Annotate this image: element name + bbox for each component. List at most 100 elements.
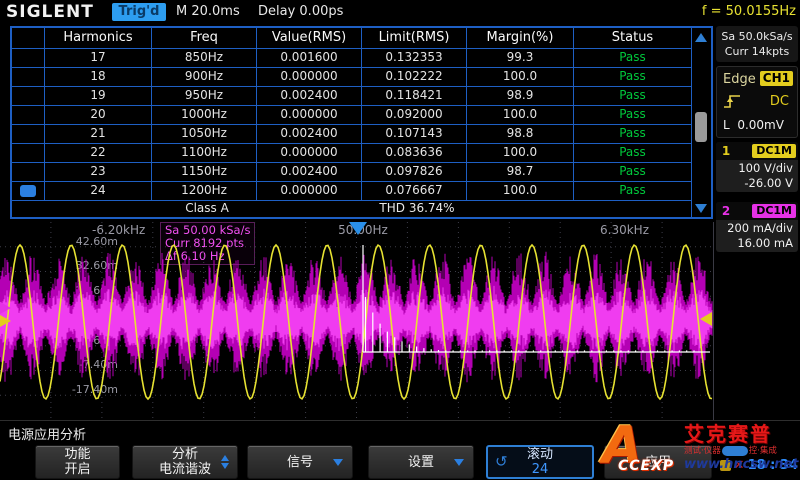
cell-status: Pass [619,88,646,102]
table-row[interactable]: 23 1150Hz 0.002400 0.097826 98.7 Pass [12,162,691,181]
cell-limit: 0.076667 [362,182,467,200]
header-limit: Limit(RMS) [362,28,467,48]
ch2-level-marker-icon[interactable] [0,302,11,314]
channel2-panel[interactable]: 2 DC1M 200 mA/div 16.00 mA [716,202,798,252]
trigger-status-badge: Trig'd [112,3,166,21]
menu-button-analysis[interactable]: 分析 电流谐波 [132,445,238,479]
down-arrow-icon [454,459,464,466]
cell-limit: 0.107143 [362,125,467,143]
class-label: Class A [185,201,229,215]
harmonics-table: Harmonics Freq Value(RMS) Limit(RMS) Mar… [10,26,713,219]
cell-value: 0.001600 [257,49,362,67]
trigger-source-badge: CH1 [759,71,793,86]
amp-label: 42.60m [75,235,118,248]
menu-button-function[interactable]: 功能 开启 [35,445,120,479]
header-freq: Freq [152,28,257,48]
top-status-bar: SIGLENT Trig'd M 20.0ms Delay 0.00ps f =… [0,0,800,24]
cell-limit: 0.118421 [362,87,467,105]
up-down-arrows-icon [221,455,229,469]
table-row[interactable]: 18 900Hz 0.000000 0.102222 100.0 Pass [12,67,691,86]
down-arrow-icon [333,459,343,466]
table-row[interactable]: 20 1000Hz 0.000000 0.092000 100.0 Pass [12,105,691,124]
rising-edge-icon [724,95,740,108]
delay-readout: Delay 0.00ps [258,4,344,19]
cell-harmonic: 17 [45,49,152,67]
cell-harmonic: 20 [45,106,152,124]
trigger-level-value: 0.00mV [737,118,784,132]
cell-freq: 900Hz [152,68,257,86]
fft-sample-rate: Sa 50.00 kSa/s [165,223,251,237]
table-scrollbar[interactable] [691,28,711,217]
menu-button-apply[interactable]: 应用 [604,445,712,479]
channel2-coupling-badge: DC1M [752,204,796,218]
trigger-panel[interactable]: Edge CH1 DC L 0.00mV [716,66,798,138]
cell-status: Pass [619,145,646,159]
cell-margin: 100.0 [467,68,574,86]
cell-harmonic: 19 [45,87,152,105]
amp-label: -17.40m [71,383,118,396]
cell-value: 0.002400 [257,87,362,105]
cell-limit: 0.092000 [362,106,467,124]
cell-margin: 100.0 [467,106,574,124]
table-row[interactable]: 22 1100Hz 0.000000 0.083636 100.0 Pass [12,143,691,162]
cell-freq: 1000Hz [152,106,257,124]
cell-limit: 0.097826 [362,163,467,181]
table-footer: Class A THD 36.74% [12,200,691,217]
cell-value: 0.000000 [257,182,362,200]
cell-margin: 98.9 [467,87,574,105]
cell-freq: 1050Hz [152,125,257,143]
scroll-down-icon[interactable] [695,204,707,213]
cell-freq: 1150Hz [152,163,257,181]
table-row[interactable]: 19 950Hz 0.002400 0.118421 98.9 Pass [12,86,691,105]
cell-harmonic: 22 [45,144,152,162]
fft-freq-right-label: 6.30kHz [600,223,649,237]
menu-button-scroll[interactable]: ↺ 滚动 24 [486,445,594,479]
channel2-number: 2 [721,204,731,218]
cell-limit: 0.083636 [362,144,467,162]
channel2-scale: 200 mA/div [727,221,793,235]
cell-value: 0.002400 [257,163,362,181]
cell-limit: 0.132353 [362,49,467,67]
cell-status: Pass [619,126,646,140]
cell-margin: 100.0 [467,144,574,162]
channel2-offset: 16.00 mA [737,236,793,250]
cell-limit: 0.102222 [362,68,467,86]
cell-freq: 1100Hz [152,144,257,162]
table-row[interactable]: 21 1050Hz 0.002400 0.107143 98.8 Pass [12,124,691,143]
channel1-offset: -26.00 V [744,176,793,190]
header-harmonics: Harmonics [45,28,152,48]
channel1-panel[interactable]: 1 DC1M 100 V/div -26.00 V [716,142,798,192]
acquisition-panel[interactable]: Sa 50.0kSa/s Curr 14kpts [716,26,798,62]
fft-freq-left-label: -6.20kHz [92,223,146,237]
channel1-scale: 100 V/div [738,161,793,175]
trigger-position-icon[interactable] [349,222,367,235]
cell-margin: 99.3 [467,49,574,67]
cell-harmonic: 18 [45,68,152,86]
clock-time: 18 : 34 [747,458,798,473]
trigger-coupling: DC [769,94,789,109]
ch1-level-marker-icon[interactable] [0,315,11,327]
cell-status: Pass [619,107,646,121]
cell-margin: 100.0 [467,182,574,200]
cell-harmonic: 23 [45,163,152,181]
cell-status: Pass [619,164,646,178]
waveform-display: -6.20kHz 50.00Hz 6.30kHz Sa 50.00 kSa/s … [0,222,714,420]
menu-button-signal[interactable]: 信号 [247,445,353,479]
table-header-row: Harmonics Freq Value(RMS) Limit(RMS) Mar… [12,28,691,48]
scroll-knob-icon: ↺ [495,452,508,471]
menu-button-settings[interactable]: 设置 [368,445,474,479]
status-clock: ✕ 18 : 34 [719,458,798,473]
table-row[interactable]: 17 850Hz 0.001600 0.132353 99.3 Pass [12,48,691,67]
header-select-col [12,28,45,48]
cell-value: 0.002400 [257,125,362,143]
header-status: Status [611,30,654,45]
selected-row-indicator [20,185,36,197]
scroll-up-icon[interactable] [695,33,707,42]
trigger-level-marker-icon[interactable] [700,312,712,326]
cell-value: 0.000000 [257,68,362,86]
cell-value: 0.000000 [257,144,362,162]
cell-harmonic: 24 [45,182,152,200]
table-row-selected[interactable]: 24 1200Hz 0.000000 0.076667 100.0 Pass [12,181,691,200]
scrollbar-thumb[interactable] [695,112,707,142]
